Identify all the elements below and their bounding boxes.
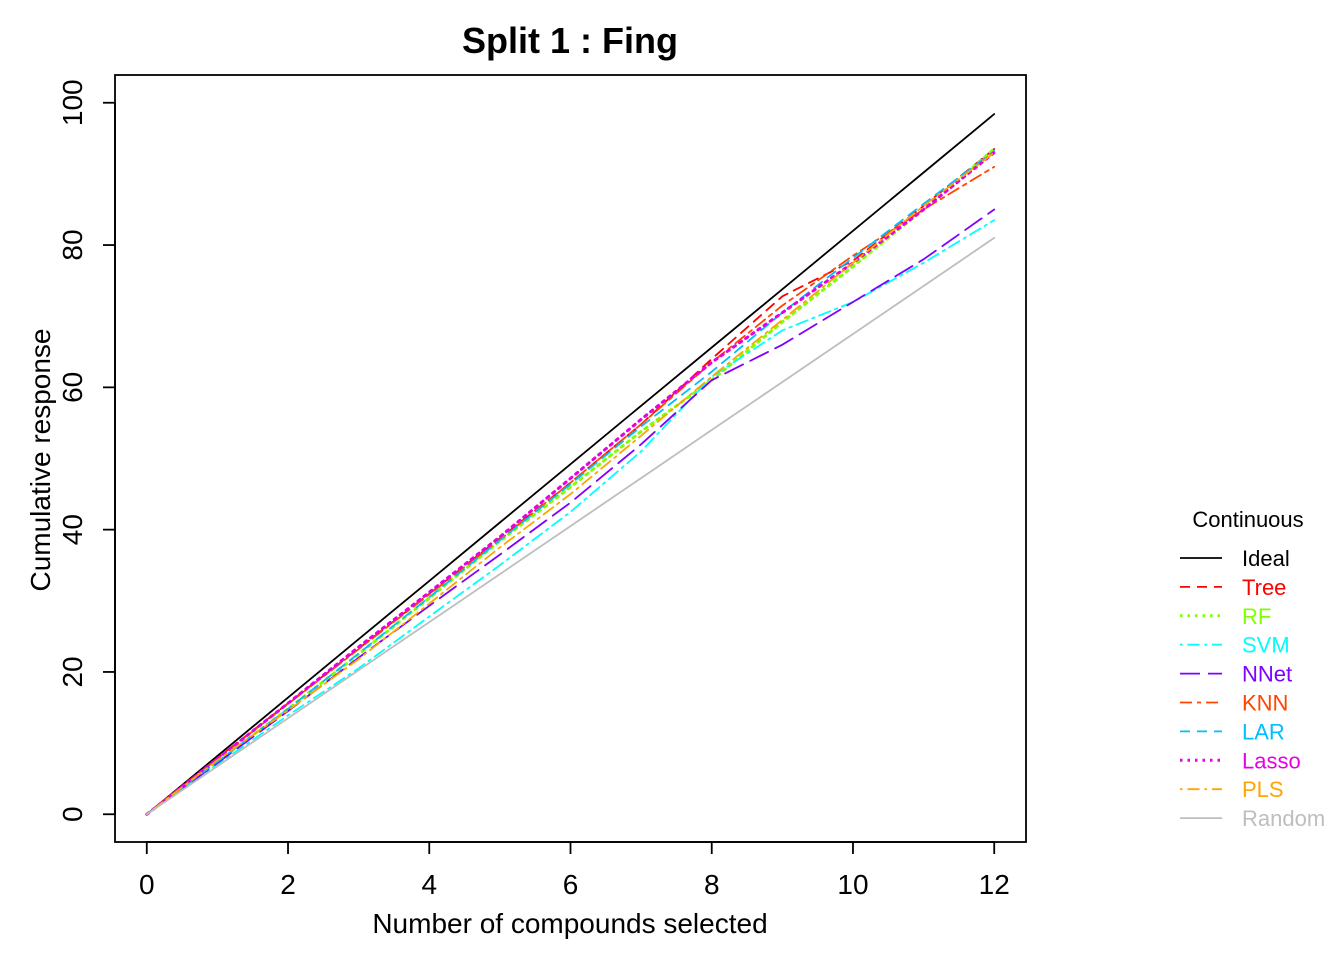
x-tick-label: 4 bbox=[421, 869, 437, 900]
series-layer bbox=[145, 113, 996, 816]
x-tick-label: 0 bbox=[139, 869, 155, 900]
legend-item-knn: KNN bbox=[1180, 691, 1288, 716]
legend-label: RF bbox=[1242, 604, 1271, 629]
legend-item-tree: Tree bbox=[1180, 575, 1286, 600]
x-tick-label: 2 bbox=[280, 869, 296, 900]
legend-label: KNN bbox=[1242, 691, 1288, 716]
series-line-lar bbox=[145, 150, 996, 816]
series-line-nnet bbox=[145, 208, 996, 816]
series-line-knn bbox=[145, 165, 996, 816]
legend-label: Ideal bbox=[1242, 546, 1290, 571]
x-tick-label: 8 bbox=[704, 869, 720, 900]
legend-item-lasso: Lasso bbox=[1180, 748, 1301, 773]
legend-item-pls: PLS bbox=[1180, 777, 1284, 802]
x-tick-label: 6 bbox=[563, 869, 579, 900]
legend-label: Random bbox=[1242, 806, 1325, 831]
legend-label: NNet bbox=[1242, 662, 1292, 687]
y-tick-label: 80 bbox=[57, 229, 88, 260]
x-axis-label: Number of compounds selected bbox=[372, 908, 767, 939]
legend-label: Lasso bbox=[1242, 748, 1301, 773]
legend-item-ideal: Ideal bbox=[1180, 546, 1290, 571]
legend-label: SVM bbox=[1242, 633, 1290, 658]
x-tick-label: 10 bbox=[837, 869, 868, 900]
y-tick-label: 60 bbox=[57, 372, 88, 403]
y-axis-label: Cumulative response bbox=[25, 328, 56, 591]
legend-item-svm: SVM bbox=[1180, 633, 1290, 658]
x-tick-label: 12 bbox=[979, 869, 1010, 900]
y-tick-label: 100 bbox=[57, 79, 88, 126]
series-line-pls bbox=[145, 151, 996, 816]
series-line-ideal bbox=[145, 113, 996, 816]
legend-label: Tree bbox=[1242, 575, 1286, 600]
legend-item-nnet: NNet bbox=[1180, 662, 1292, 687]
series-line-random bbox=[145, 236, 996, 816]
y-tick-label: 20 bbox=[57, 656, 88, 687]
chart-title: Split 1 : Fing bbox=[462, 20, 678, 61]
x-axis: 0 2 4 6 8 10 12 bbox=[139, 841, 1010, 900]
legend-item-lar: LAR bbox=[1180, 719, 1285, 744]
legend-item-random: Random bbox=[1180, 806, 1325, 831]
y-tick-label: 40 bbox=[57, 514, 88, 545]
y-tick-label: 0 bbox=[57, 806, 88, 822]
legend-item-rf: RF bbox=[1180, 604, 1271, 629]
legend-label: PLS bbox=[1242, 777, 1284, 802]
legend: Continuous Ideal Tree RF SVM NNet KNN LAR Lasso… bbox=[1180, 507, 1325, 831]
y-axis: 0 20 40 60 80 100 bbox=[57, 79, 116, 822]
legend-label: LAR bbox=[1242, 719, 1285, 744]
legend-title: Continuous bbox=[1192, 507, 1303, 532]
